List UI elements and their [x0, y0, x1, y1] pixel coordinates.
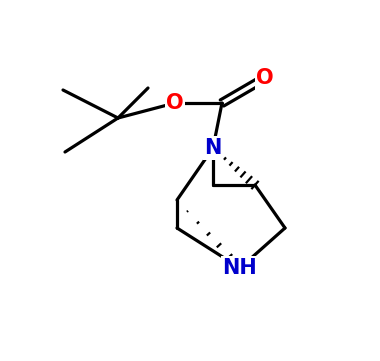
Text: N: N [204, 138, 222, 158]
Text: O: O [256, 68, 274, 88]
Text: O: O [166, 93, 184, 113]
Text: NH: NH [223, 258, 257, 278]
